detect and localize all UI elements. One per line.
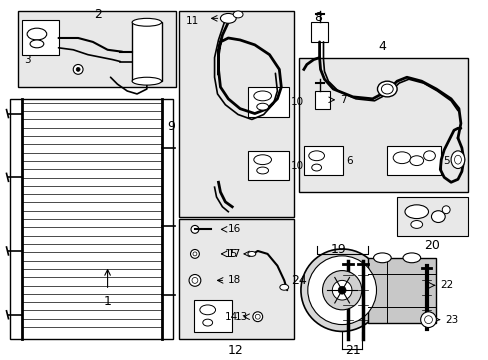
- Text: 3: 3: [24, 55, 31, 64]
- Text: 18: 18: [228, 275, 241, 285]
- Bar: [247, 151, 288, 180]
- Bar: [314, 91, 330, 109]
- Ellipse shape: [190, 249, 199, 258]
- Ellipse shape: [441, 206, 449, 214]
- Ellipse shape: [220, 13, 236, 23]
- Ellipse shape: [423, 151, 434, 161]
- Ellipse shape: [410, 221, 422, 228]
- Ellipse shape: [279, 284, 288, 290]
- Ellipse shape: [450, 151, 464, 168]
- Text: 7: 7: [340, 95, 346, 105]
- Ellipse shape: [247, 251, 255, 256]
- Circle shape: [332, 280, 351, 300]
- Text: 20: 20: [424, 239, 440, 252]
- Text: 16: 16: [228, 224, 241, 234]
- Ellipse shape: [256, 167, 268, 174]
- Bar: [179, 219, 293, 339]
- Ellipse shape: [193, 252, 197, 256]
- Bar: [18, 10, 176, 87]
- Ellipse shape: [311, 164, 321, 171]
- Bar: [310, 22, 328, 42]
- Bar: [298, 58, 467, 192]
- Ellipse shape: [381, 84, 392, 94]
- Ellipse shape: [453, 155, 461, 164]
- Text: 21: 21: [345, 344, 360, 357]
- Text: 2: 2: [94, 8, 102, 21]
- Ellipse shape: [252, 312, 262, 321]
- Circle shape: [73, 64, 83, 74]
- Ellipse shape: [373, 253, 390, 263]
- Bar: [179, 10, 293, 217]
- Circle shape: [338, 286, 346, 294]
- Text: 1: 1: [103, 295, 111, 308]
- Text: 17: 17: [228, 249, 241, 259]
- Text: 10: 10: [290, 161, 304, 171]
- Bar: [132, 22, 161, 81]
- Circle shape: [307, 256, 376, 325]
- Ellipse shape: [256, 103, 268, 110]
- Ellipse shape: [409, 156, 423, 166]
- Circle shape: [76, 67, 80, 71]
- Ellipse shape: [132, 18, 161, 26]
- Text: 8: 8: [314, 10, 322, 23]
- Bar: [247, 87, 288, 117]
- Ellipse shape: [27, 28, 47, 40]
- Ellipse shape: [404, 205, 427, 219]
- Ellipse shape: [191, 225, 199, 233]
- Text: 24: 24: [290, 274, 306, 287]
- Ellipse shape: [200, 305, 215, 315]
- Ellipse shape: [377, 81, 396, 97]
- Ellipse shape: [189, 275, 201, 286]
- Text: 15: 15: [224, 249, 238, 259]
- Ellipse shape: [132, 77, 161, 85]
- Text: 5: 5: [442, 156, 449, 166]
- Bar: [10, 99, 173, 339]
- Bar: [386, 146, 440, 175]
- Circle shape: [322, 271, 361, 310]
- Ellipse shape: [203, 319, 212, 326]
- Circle shape: [420, 312, 435, 328]
- Bar: [367, 258, 435, 323]
- Bar: [396, 197, 467, 236]
- Ellipse shape: [402, 253, 420, 263]
- Ellipse shape: [430, 211, 444, 222]
- Ellipse shape: [30, 40, 44, 48]
- Text: 13: 13: [235, 312, 248, 322]
- Text: 9: 9: [167, 120, 175, 133]
- Ellipse shape: [392, 152, 410, 163]
- Ellipse shape: [253, 91, 271, 101]
- Text: 10: 10: [290, 97, 304, 107]
- Bar: [303, 146, 343, 175]
- Text: 4: 4: [378, 40, 386, 53]
- Text: 14: 14: [224, 312, 238, 322]
- Ellipse shape: [233, 11, 243, 18]
- Text: 11: 11: [186, 17, 199, 26]
- Text: 19: 19: [330, 243, 346, 256]
- Text: 22: 22: [439, 280, 452, 290]
- Circle shape: [424, 316, 431, 324]
- Ellipse shape: [255, 314, 260, 319]
- Bar: [22, 20, 59, 55]
- Circle shape: [300, 249, 383, 332]
- Ellipse shape: [253, 155, 271, 165]
- Text: 23: 23: [444, 315, 458, 325]
- Bar: [194, 300, 232, 332]
- Text: 12: 12: [227, 344, 243, 357]
- Ellipse shape: [192, 278, 198, 283]
- Text: 6: 6: [346, 156, 352, 166]
- Ellipse shape: [308, 151, 324, 161]
